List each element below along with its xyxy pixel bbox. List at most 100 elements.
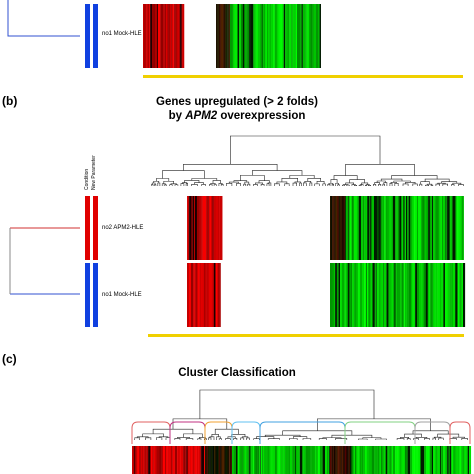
heatmap-b-row1-green-stripe bbox=[458, 196, 461, 260]
parameter-bar-b-mock bbox=[93, 263, 98, 327]
heatmap-b-row1-green-stripe bbox=[376, 196, 378, 260]
heatmap-b-row2-green-stripe bbox=[376, 263, 379, 327]
heatmap-c-green-stripe bbox=[412, 446, 415, 474]
heatmap-b-row1-green-stripe bbox=[399, 196, 402, 260]
heatmap-b-row1-green-stripe bbox=[426, 196, 429, 260]
heatmap-b-row1-green-stripe bbox=[431, 196, 433, 260]
heatmap-b-row1-green-stripe bbox=[362, 196, 364, 260]
heatmap-a-dark-stripe bbox=[228, 4, 230, 68]
panel-b-title-line2: by APM2 overexpression bbox=[0, 109, 474, 123]
heatmap-b-row2-green-stripe bbox=[417, 263, 420, 327]
heatmap-a-green-stripe bbox=[237, 4, 239, 68]
heatmap-c-dark-stripe bbox=[348, 446, 351, 474]
heatmap-c-green-stripe bbox=[467, 446, 470, 474]
heatmap-b-row1-green-stripe bbox=[351, 196, 354, 260]
heatmap-c-green-stripe bbox=[469, 446, 472, 474]
heatmap-b-row2-red-stripe bbox=[206, 263, 209, 327]
heatmap-c-red-stripe bbox=[161, 446, 164, 474]
heatmap-b-row2-green-stripe bbox=[455, 263, 458, 327]
heatmap-a-dark-stripe bbox=[218, 4, 220, 68]
heatmap-c-green-stripe bbox=[322, 446, 326, 474]
heatmap-b-row1-green-stripe bbox=[364, 196, 367, 260]
heatmap-b-row2-red-stripe bbox=[188, 263, 192, 327]
heatmap-c-red-stripe bbox=[192, 446, 195, 474]
dendrogram-c-gene-branch bbox=[461, 438, 468, 439]
heatmap-b-row2-green-stripe bbox=[358, 263, 361, 327]
heatmap-b-row1-green-stripe bbox=[452, 196, 455, 260]
dendrogram-b-gene-branch bbox=[157, 182, 161, 185]
heatmap-a-green-stripe bbox=[301, 4, 303, 68]
heatmap-b-row1-green-stripe bbox=[385, 196, 388, 260]
heatmap-c-green-stripe bbox=[366, 446, 370, 474]
dendrogram-b-gene-branch bbox=[303, 182, 307, 184]
heatmap-c-red-stripe bbox=[185, 446, 186, 474]
heatmap-b-row2-green-stripe bbox=[400, 263, 402, 327]
heatmap-c-green-stripe bbox=[278, 446, 281, 474]
heatmap-c-green-stripe bbox=[391, 446, 394, 474]
heatmap-a-green-stripe bbox=[254, 4, 256, 68]
heatmap-b-row2-green-stripe bbox=[393, 263, 395, 327]
dendrogram-c-gene-branch bbox=[172, 418, 228, 430]
dendrogram-b-gene-branch bbox=[182, 182, 188, 184]
dendrogram-b-gene-branch bbox=[267, 182, 272, 184]
heatmap-a-green-stripe bbox=[259, 4, 262, 68]
dendrogram-c-gene-branch bbox=[145, 437, 152, 439]
heatmap-c-green-stripe bbox=[461, 446, 463, 474]
heatmap-a-green-stripe bbox=[232, 4, 234, 68]
dendrogram-c-gene-branch bbox=[331, 434, 373, 438]
heatmap-b-row1-green-stripe bbox=[403, 196, 405, 260]
dendrogram-b-gene-branch bbox=[212, 180, 221, 184]
sample-label-b-mock: no1 Mock-HLE bbox=[102, 292, 142, 298]
heatmap-c-red-stripe bbox=[172, 446, 175, 474]
heatmap-c-dark-stripe bbox=[220, 446, 222, 474]
dendrogram-b-gene-branch bbox=[330, 179, 338, 184]
heatmap-b-row2-green-stripe bbox=[415, 263, 418, 327]
heatmap-c-green-stripe bbox=[327, 446, 330, 474]
heatmap-b-row2-green-stripe bbox=[451, 263, 454, 327]
dendrogram-b-gene-branch bbox=[390, 182, 397, 184]
heatmap-b-row1-green-stripe bbox=[395, 196, 397, 260]
heatmap-b-row1-red-stripe bbox=[208, 196, 210, 260]
heatmap-a-dark-stripe bbox=[225, 4, 228, 68]
heatmap-c-dark-stripe bbox=[336, 446, 338, 474]
heatmap-c-green-stripe bbox=[360, 446, 363, 474]
heatmap-a-red-stripe bbox=[143, 4, 145, 68]
heatmap-c-green-stripe bbox=[454, 446, 457, 474]
heatmap-b-row2-green-stripe bbox=[336, 263, 338, 327]
heatmap-c-red-stripe bbox=[204, 446, 206, 474]
heatmap-c-green-stripe bbox=[267, 446, 270, 474]
heatmap-a-red-stripe bbox=[145, 4, 147, 68]
heatmap-b-row1-red-stripe bbox=[194, 196, 198, 260]
heatmap-c-red-stripe bbox=[144, 446, 147, 474]
heatmap-c-green-stripe bbox=[443, 446, 446, 474]
heatmap-b-row1-green-stripe bbox=[442, 196, 444, 260]
heatmap-c-green-stripe bbox=[351, 446, 354, 474]
dendrogram-b-gene-branch bbox=[426, 183, 433, 186]
dendrogram-b-gene-branch bbox=[430, 184, 434, 186]
panel-b-graphics bbox=[9, 135, 466, 337]
heatmap-b-row1-green-stripe bbox=[404, 196, 407, 260]
heatmap-c-green-stripe bbox=[273, 446, 276, 474]
heatmap-a-red-stripe bbox=[175, 4, 178, 68]
heatmap-b-row1-green-stripe bbox=[392, 196, 396, 260]
dendrogram-b-gene-branch bbox=[154, 184, 157, 186]
heatmap-a-green-stripe bbox=[289, 4, 292, 68]
heatmap-c-red-stripe bbox=[150, 446, 153, 474]
heatmap-c-green-stripe bbox=[426, 446, 428, 474]
heatmap-b-row2-green-stripe bbox=[442, 263, 444, 327]
heatmap-a-green-stripe bbox=[234, 4, 237, 68]
heatmap-b-row1-red-stripe bbox=[218, 196, 220, 260]
heatmap-b-row1-green-stripe bbox=[462, 196, 464, 260]
heatmap-c-green-stripe bbox=[280, 446, 282, 474]
heatmap-b-row2-green-stripe bbox=[432, 263, 435, 327]
heatmap-c-green-stripe bbox=[245, 446, 247, 474]
dendrogram-c-gene-branch bbox=[199, 389, 375, 419]
heatmap-b-row2-green-stripe bbox=[418, 263, 422, 327]
heatmap-c-green-stripe bbox=[305, 446, 309, 474]
heatmap-b-row1-green-stripe bbox=[366, 196, 368, 260]
heatmap-c-red-stripe bbox=[198, 446, 201, 474]
heatmap-c-green-stripe bbox=[269, 446, 272, 474]
heatmap-b-row1-green-stripe bbox=[347, 196, 349, 260]
heatmap-b-row1-red-stripe bbox=[209, 196, 212, 260]
heatmap-b-row1-green-stripe bbox=[429, 196, 432, 260]
